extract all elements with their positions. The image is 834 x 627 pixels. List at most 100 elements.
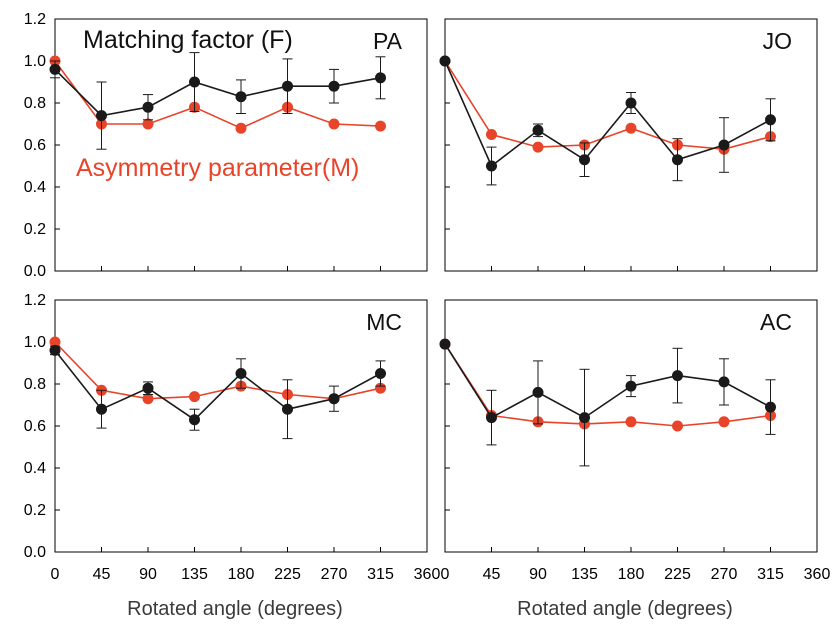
y-tick-label: 0.8 <box>24 95 46 112</box>
matching-point <box>282 403 293 415</box>
panel-label: AC <box>760 309 792 335</box>
matching-point <box>579 412 590 424</box>
panel-label: MC <box>366 309 402 335</box>
matching-point <box>765 401 776 413</box>
matching-point <box>142 382 154 394</box>
matching-point <box>672 154 683 166</box>
plot-frame <box>444 18 818 272</box>
x-tick-label: 0 <box>51 566 60 583</box>
asymmetry-point <box>625 416 637 428</box>
matching-point <box>672 370 683 382</box>
x-tick-label: 315 <box>757 566 784 583</box>
y-tick-label: 0.0 <box>24 544 46 561</box>
y-tick-label: 1.0 <box>24 334 46 351</box>
matching-series-line <box>54 68 381 117</box>
y-tick-label: 0.6 <box>24 137 46 154</box>
legend-matching-label: Matching factor (F) <box>83 26 293 54</box>
matching-point <box>142 101 154 113</box>
x-tick-label: 225 <box>664 566 691 583</box>
matching-point <box>765 114 776 126</box>
panel-pa: 0.0 0.2 0.4 0.6 0.8 1.0 1.2 PA <box>24 11 428 280</box>
y-tick-label: 0.6 <box>24 418 46 435</box>
asymmetry-point <box>718 416 730 428</box>
matching-point <box>189 414 200 426</box>
x-tick-label: 360 <box>414 566 441 583</box>
asymmetry-point <box>625 122 637 134</box>
x-tick-label: 360 <box>804 566 831 583</box>
x-tick-label: 315 <box>367 566 394 583</box>
matching-point <box>328 80 340 92</box>
matching-point <box>235 368 247 379</box>
matching-series-line <box>444 343 771 419</box>
panel-label: JO <box>763 28 792 54</box>
matching-point <box>49 63 61 75</box>
matching-point <box>486 160 497 172</box>
matching-point <box>625 380 637 392</box>
matching-point <box>718 139 730 151</box>
asymmetry-series-line <box>54 60 381 130</box>
asymmetry-point <box>532 141 544 153</box>
matching-point <box>235 91 247 103</box>
asymmetry-point <box>486 129 497 140</box>
matching-point <box>282 80 293 92</box>
plot-frame <box>54 18 428 272</box>
matching-point <box>96 110 107 122</box>
matching-point <box>49 344 61 356</box>
asymmetry-series-line <box>444 343 771 427</box>
matching-series-line <box>444 60 771 168</box>
x-tick-label: 270 <box>711 566 738 583</box>
x-axis-title: Rotated angle (degrees) <box>517 598 733 620</box>
matching-point <box>328 393 340 405</box>
matching-point <box>375 368 386 379</box>
matching-point <box>579 154 590 166</box>
x-tick-label: 45 <box>93 566 111 583</box>
panel-jo: JO <box>439 18 818 272</box>
panel-ac: 0 45 90 135 180 225 270 315 360 Rotated angle (de… <box>439 299 831 620</box>
y-tick-label: 0.4 <box>24 460 46 477</box>
y-tick-label: 0.2 <box>24 221 46 238</box>
asymmetry-point <box>142 118 154 130</box>
matching-point <box>486 412 497 424</box>
panel-mc: 0.0 0.2 0.4 0.6 0.8 1.0 1.2 0 45 90 135 180 225 270 31… <box>24 292 441 620</box>
x-tick-label: 135 <box>181 566 208 583</box>
matching-point <box>439 338 451 350</box>
y-tick-label: 0.4 <box>24 179 46 196</box>
matching-point <box>375 72 386 84</box>
plot-frame <box>54 299 428 553</box>
asymmetry-point <box>375 120 386 132</box>
matching-point <box>439 55 451 67</box>
x-tick-label: 0 <box>441 566 450 583</box>
x-tick-label: 225 <box>274 566 301 583</box>
x-tick-label: 90 <box>139 566 157 583</box>
x-axis-title: Rotated angle (degrees) <box>127 598 343 620</box>
x-tick-label: 270 <box>321 566 348 583</box>
asymmetry-point <box>328 118 340 130</box>
x-tick-label: 180 <box>618 566 645 583</box>
legend-asymmetry-label: Asymmetry parameter(M) <box>76 154 359 182</box>
asymmetry-point <box>189 391 200 403</box>
y-tick-label: 0.2 <box>24 502 46 519</box>
y-tick-label: 0.8 <box>24 376 46 393</box>
y-tick-label: 0.0 <box>24 263 46 280</box>
y-tick-label: 1.0 <box>24 53 46 70</box>
asymmetry-point <box>142 393 154 405</box>
matching-point <box>189 76 200 88</box>
matching-point <box>718 376 730 388</box>
matching-point <box>532 124 544 136</box>
asymmetry-series-line <box>54 341 381 400</box>
x-tick-label: 90 <box>529 566 547 583</box>
panel-label: PA <box>373 28 403 54</box>
x-tick-label: 45 <box>483 566 501 583</box>
asymmetry-point <box>49 336 61 348</box>
matching-point <box>532 386 544 398</box>
x-tick-label: 135 <box>571 566 598 583</box>
panels: 0.0 0.2 0.4 0.6 0.8 1.0 1.2 PA JO 0.0 0.2 0.4 0.6 0.8… <box>24 11 831 620</box>
y-tick-label: 1.2 <box>24 11 46 28</box>
asymmetry-point <box>672 420 683 432</box>
x-tick-label: 180 <box>228 566 255 583</box>
matching-point <box>625 97 637 109</box>
matching-point <box>96 403 107 415</box>
asymmetry-point <box>235 122 247 134</box>
asymmetry-series-line <box>444 60 771 151</box>
